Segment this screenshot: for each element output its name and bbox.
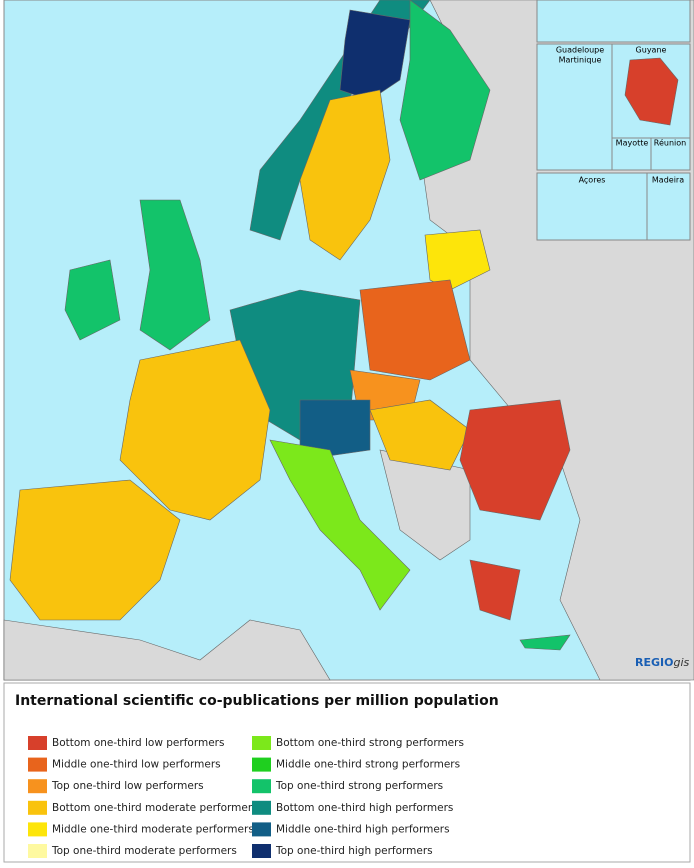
credit-brand: REGIO [635, 656, 673, 669]
legend-label: Middle one-third low performers [52, 759, 221, 771]
legend-label: Middle one-third high performers [276, 823, 450, 835]
inset-frame [536, 0, 691, 43]
legend-swatch [252, 822, 271, 837]
map-land [3, 0, 694, 681]
hungary-croatia [369, 399, 471, 471]
legend-swatch [252, 779, 271, 794]
inset-frame [646, 172, 691, 241]
romania-bulgaria [459, 399, 571, 521]
legend-swatch [28, 779, 47, 794]
legend-label: Middle one-third strong performers [276, 759, 460, 771]
legend-label: Bottom one-third strong performers [276, 737, 464, 749]
insets: Guadeloupe Martinique Guyane Mayotte Réu… [536, 0, 691, 241]
legend-frame [3, 682, 691, 863]
inset-frame [650, 137, 691, 171]
baltics [424, 229, 491, 291]
legend-label: Middle one-third moderate performers [52, 823, 254, 835]
ireland [64, 259, 121, 341]
legend-label: Top one-third high performers [275, 845, 433, 857]
north-africa [3, 619, 331, 681]
great-britain [139, 199, 211, 351]
legend-swatch [252, 736, 271, 750]
legend-swatch [252, 844, 271, 858]
guyane-shape [624, 57, 679, 126]
legend-title: International scientific co-publications… [15, 693, 499, 709]
inset-label: Réunion [654, 138, 686, 148]
inset-frame [611, 137, 652, 171]
inset-label: Martinique [559, 56, 602, 65]
legend-swatch [28, 757, 47, 772]
crete [519, 634, 571, 651]
legend-label: Bottom one-third low performers [52, 737, 224, 749]
sweden [299, 89, 391, 261]
legend-swatch [28, 844, 47, 858]
legend-label: Top one-third moderate performers [51, 845, 237, 857]
legend-label: Top one-third low performers [51, 780, 204, 792]
legend-swatch [28, 736, 47, 750]
credit: REGIOgis [635, 656, 690, 669]
inset-label: Guadeloupe [556, 46, 604, 55]
credit-suffix: gis [673, 656, 689, 669]
legend-swatch [28, 822, 47, 837]
italy [269, 439, 411, 611]
inset-frame [536, 172, 648, 241]
poland [359, 279, 471, 381]
legend: Bottom one-third low performers Middle on… [28, 736, 464, 858]
greece [469, 559, 521, 621]
legend-label: Bottom one-third moderate performers [52, 802, 258, 814]
inset-label: Guyane [636, 46, 667, 55]
austria [299, 399, 371, 461]
inset-label: Mayotte [616, 139, 649, 148]
legend-swatch [252, 757, 271, 772]
inset-label: Madeira [652, 176, 684, 185]
finland [399, 0, 491, 181]
balkans-non-eu [379, 449, 471, 561]
legend-swatch [252, 800, 271, 815]
iberia [9, 479, 181, 621]
france [119, 339, 271, 521]
legend-swatch [28, 800, 47, 815]
legend-label: Top one-third strong performers [275, 780, 443, 792]
inset-label: Açores [579, 176, 606, 185]
legend-label: Bottom one-third high performers [276, 802, 453, 814]
inset-frame [536, 43, 613, 171]
